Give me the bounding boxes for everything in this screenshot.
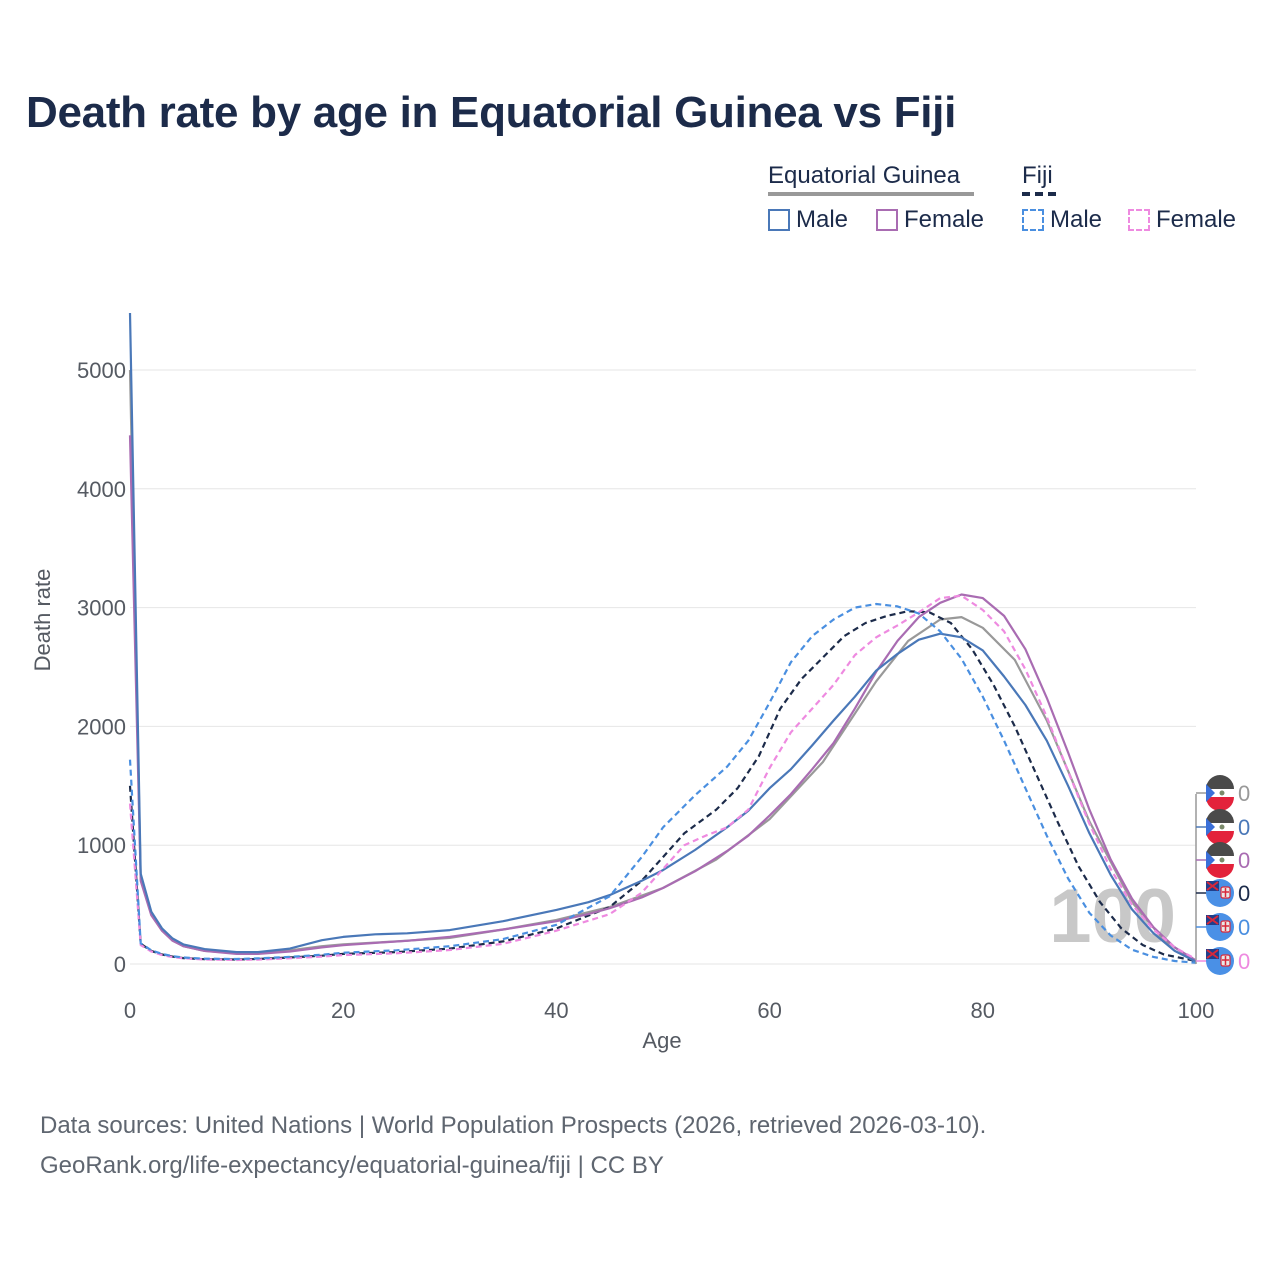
y-tick-label: 1000: [77, 833, 126, 858]
equatorial-guinea-flag-icon: [1206, 775, 1234, 811]
end-label-value: 0: [1238, 881, 1250, 906]
fiji-flag-icon: [1206, 947, 1234, 975]
gridlines: [130, 369, 1196, 965]
y-axis: 0 1000 2000 3000 4000 5000: [77, 358, 126, 977]
fiji-flag-icon: [1206, 913, 1234, 941]
footer: Data sources: United Nations | World Pop…: [40, 1106, 986, 1186]
end-label-value: 0: [1238, 815, 1250, 840]
series-line-eg-female[interactable]: [128, 435, 1197, 962]
x-tick-label: 40: [544, 998, 568, 1023]
series-line-eg-total[interactable]: [128, 369, 1197, 963]
equatorial-guinea-flag-icon: [1206, 809, 1234, 845]
end-labels: 0 0 0 0 0 0: [1196, 775, 1250, 975]
y-tick-label: 4000: [77, 477, 126, 502]
chart-title: Death rate by age in Equatorial Guinea v…: [26, 88, 957, 137]
fiji-flag-icon: [1206, 879, 1234, 907]
source-link[interactable]: GeoRank.org/life-expectancy/equatorial-g…: [40, 1152, 664, 1179]
x-axis: 0 20 40 60 80 100: [124, 998, 1214, 1023]
source-note: Data sources: United Nations | World Pop…: [40, 1112, 987, 1139]
x-tick-label: 60: [757, 998, 781, 1023]
x-tick-label: 0: [124, 998, 136, 1023]
equatorial-guinea-flag-icon: [1206, 842, 1234, 878]
x-axis-title: Age: [642, 1028, 681, 1053]
end-label-value: 0: [1238, 915, 1250, 940]
end-label-value: 0: [1238, 848, 1250, 873]
series-line-fj-female[interactable]: [128, 594, 1197, 962]
y-tick-label: 2000: [77, 714, 126, 739]
x-tick-label: 100: [1178, 998, 1215, 1023]
x-tick-label: 80: [971, 998, 995, 1023]
y-axis-title: Death rate: [30, 569, 55, 672]
x-tick-label: 20: [331, 998, 355, 1023]
series-lines: [128, 312, 1197, 964]
y-tick-label: 5000: [77, 358, 126, 383]
series-line-fj-total[interactable]: [128, 610, 1197, 963]
series-line-fj-male[interactable]: [128, 602, 1197, 964]
end-label-value: 0: [1238, 949, 1250, 974]
series-line-eg-male[interactable]: [128, 312, 1197, 963]
y-tick-label: 0: [114, 952, 126, 977]
y-tick-label: 3000: [77, 596, 126, 621]
end-label-value: 0: [1238, 781, 1250, 806]
